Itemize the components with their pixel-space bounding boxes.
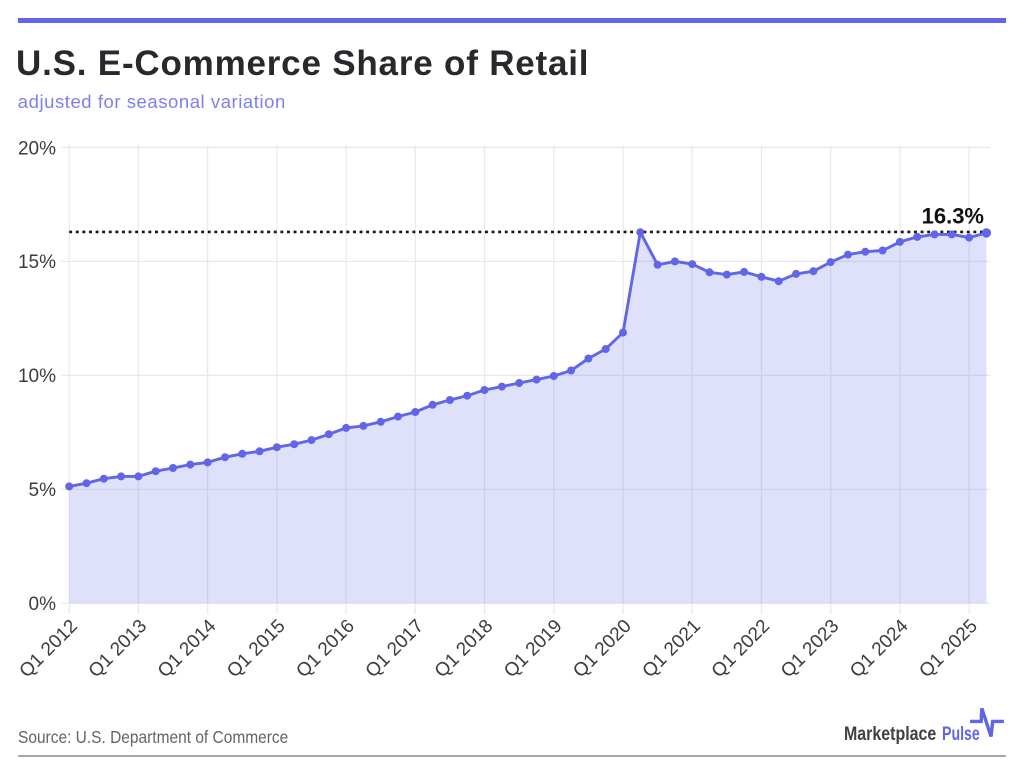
svg-text:Q1 2024: Q1 2024 <box>846 615 913 682</box>
svg-text:Q1 2013: Q1 2013 <box>85 616 151 682</box>
svg-text:Q1 2017: Q1 2017 <box>362 616 428 682</box>
svg-text:16.3%: 16.3% <box>922 204 984 229</box>
svg-text:Q1 2021: Q1 2021 <box>639 616 705 682</box>
svg-text:Q1 2015: Q1 2015 <box>223 616 289 682</box>
svg-text:5%: 5% <box>29 480 57 501</box>
svg-text:10%: 10% <box>18 366 56 387</box>
svg-text:Q1 2014: Q1 2014 <box>154 615 221 682</box>
svg-text:Q1 2022: Q1 2022 <box>708 616 774 682</box>
svg-text:Q1 2025: Q1 2025 <box>915 616 981 682</box>
svg-text:15%: 15% <box>18 252 56 273</box>
svg-text:Q1 2019: Q1 2019 <box>500 616 566 682</box>
svg-text:Q1 2020: Q1 2020 <box>569 616 635 682</box>
svg-text:Q1 2023: Q1 2023 <box>777 616 843 682</box>
svg-text:Q1 2016: Q1 2016 <box>292 616 358 682</box>
svg-text:20%: 20% <box>18 138 56 159</box>
svg-text:Q1 2018: Q1 2018 <box>431 616 497 682</box>
svg-text:Q1 2012: Q1 2012 <box>16 616 82 682</box>
svg-text:0%: 0% <box>29 594 57 615</box>
